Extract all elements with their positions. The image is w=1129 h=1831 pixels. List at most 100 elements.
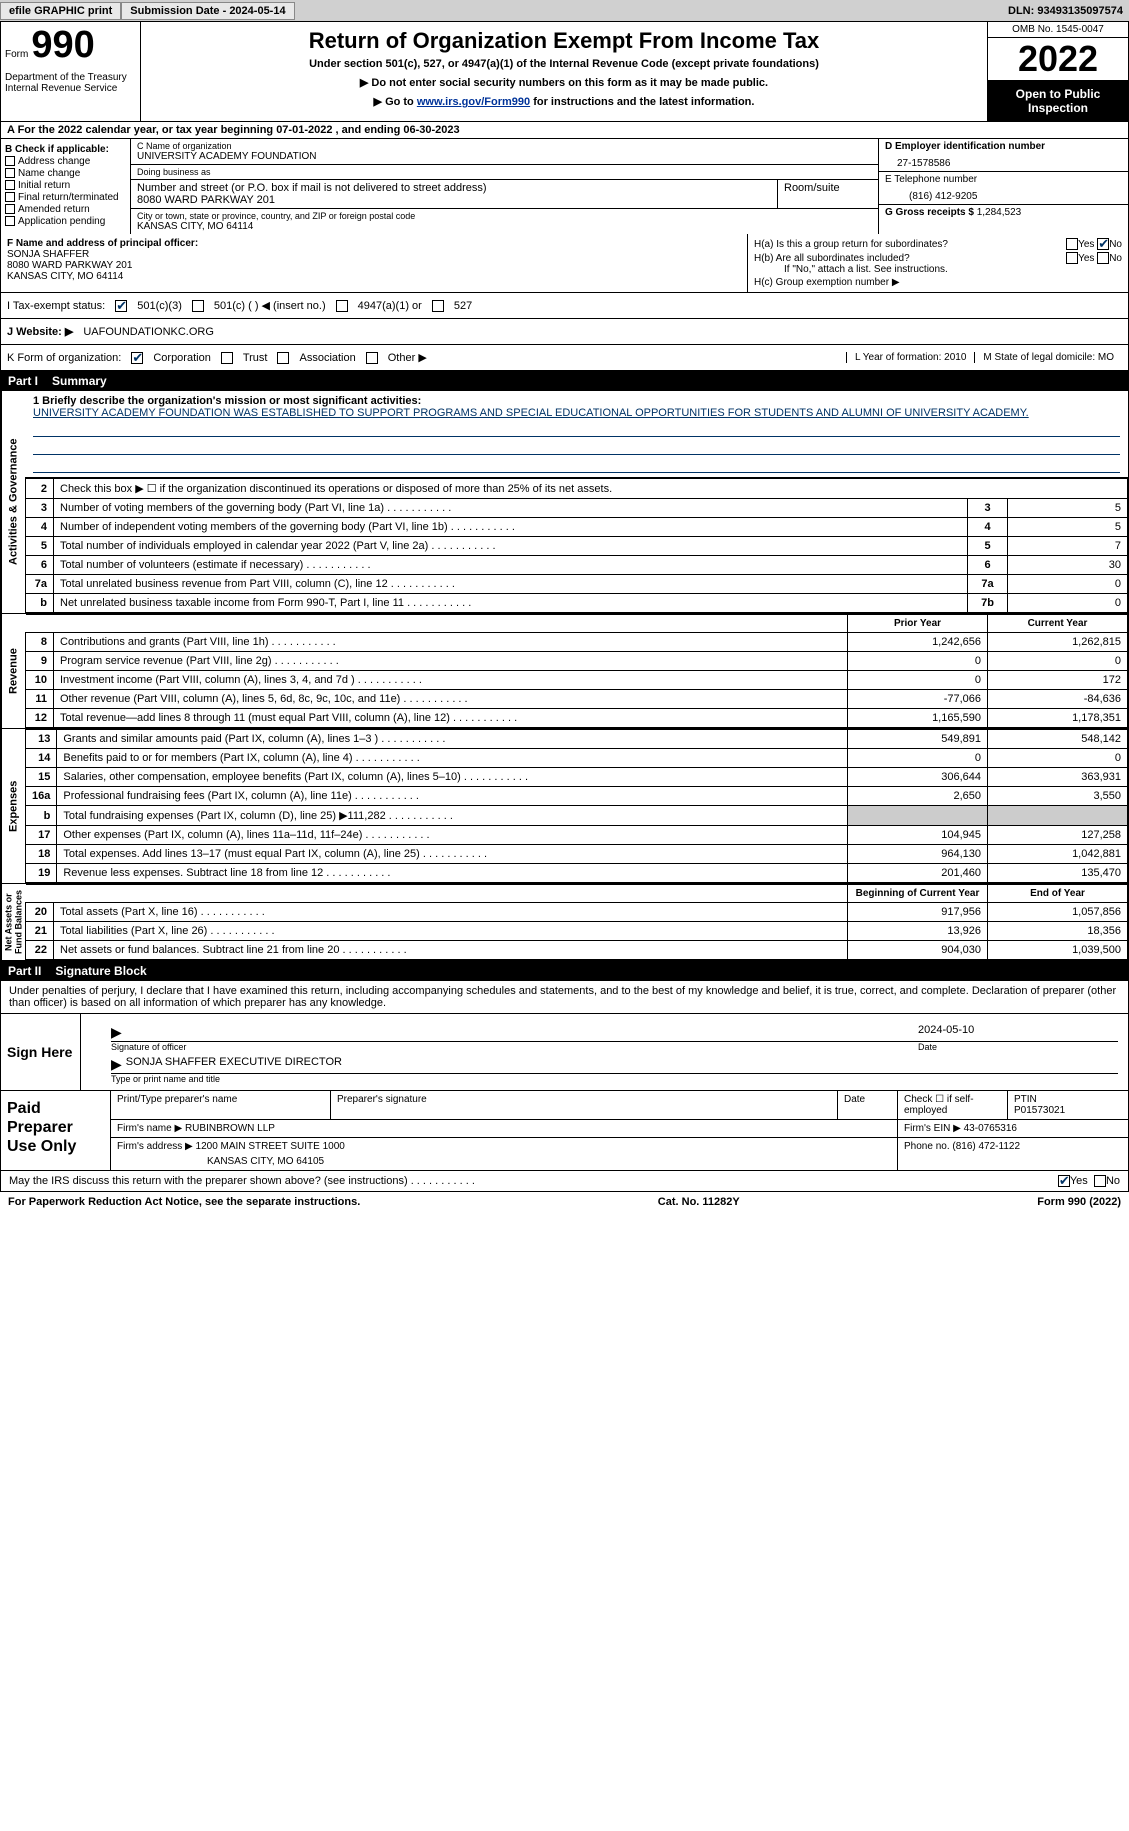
i-501c-checkbox[interactable]	[192, 300, 204, 312]
k-trust-checkbox[interactable]	[221, 352, 233, 364]
f-addr2: KANSAS CITY, MO 64114	[7, 271, 741, 282]
note-link: ▶ Go to www.irs.gov/Form990 for instruct…	[147, 95, 981, 108]
footer-right: Form 990 (2022)	[1037, 1196, 1121, 1208]
side-label-expenses: Expenses	[1, 729, 25, 883]
ha-yes-checkbox[interactable]	[1066, 238, 1078, 250]
side-label-activities: Activities & Governance	[1, 391, 25, 613]
discuss-yes-label: Yes	[1070, 1175, 1088, 1187]
k-assoc-label: Association	[299, 352, 355, 364]
i-501c3-label: 501(c)(3)	[137, 300, 182, 312]
officer-name-line: ▶ SONJA SHAFFER EXECUTIVE DIRECTOR	[111, 1056, 1118, 1074]
ha-label: H(a) Is this a group return for subordin…	[754, 239, 1066, 250]
table-row: 4Number of independent voting members of…	[26, 518, 1128, 537]
prep-row-2: Firm's name ▶ RUBINBROWN LLP Firm's EIN …	[111, 1120, 1128, 1138]
hdr-prior-year: Prior Year	[848, 615, 988, 633]
officer-name-caption: Type or print name and title	[111, 1074, 1118, 1084]
hb-no-checkbox[interactable]	[1097, 252, 1109, 264]
table-row: 12Total revenue—add lines 8 through 11 (…	[26, 709, 1128, 728]
arrow-icon: ▶	[111, 1056, 122, 1073]
b-opt-amended[interactable]: Amended return	[5, 204, 126, 215]
g-receipts-label: G Gross receipts $	[885, 207, 974, 218]
m-state-domicile: M State of legal domicile: MO	[974, 352, 1122, 363]
b-opt-pending[interactable]: Application pending	[5, 216, 126, 227]
c-room-label: Room/suite	[784, 182, 872, 194]
i-501c3-checkbox[interactable]	[115, 300, 127, 312]
net-assets-section: Net Assets orFund Balances Beginning of …	[0, 884, 1129, 961]
table-row: 16aProfessional fundraising fees (Part I…	[26, 787, 1128, 806]
prep-name-label: Print/Type preparer's name	[111, 1091, 331, 1119]
sign-here-label: Sign Here	[1, 1014, 81, 1090]
f-officer: F Name and address of principal officer:…	[1, 234, 748, 292]
c-name-cell: C Name of organization UNIVERSITY ACADEM…	[131, 139, 878, 165]
firm-addr-cell: Firm's address ▶ 1200 MAIN STREET SUITE …	[111, 1138, 898, 1170]
row-a-calendar-year: A For the 2022 calendar year, or tax yea…	[0, 122, 1129, 139]
discuss-yes-checkbox[interactable]	[1058, 1175, 1070, 1187]
form-word: Form	[5, 49, 28, 60]
c-dba-cell: Doing business as	[131, 165, 878, 180]
f-addr1: 8080 WARD PARKWAY 201	[7, 260, 741, 271]
expenses-table: 13Grants and similar amounts paid (Part …	[25, 729, 1128, 883]
hb-yes-checkbox[interactable]	[1066, 252, 1078, 264]
firm-phone-cell: Phone no. (816) 472-1122	[898, 1138, 1128, 1170]
k-other-checkbox[interactable]	[366, 352, 378, 364]
c-room-cell: Room/suite	[778, 180, 878, 208]
part-ii-title: Signature Block	[55, 964, 146, 978]
hdr-end-year: End of Year	[988, 885, 1128, 903]
part-ii-header: Part II Signature Block	[0, 961, 1129, 981]
prep-row-1: Print/Type preparer's name Preparer's si…	[111, 1091, 1128, 1120]
omb-number: OMB No. 1545-0047	[988, 22, 1128, 38]
note-pre: ▶ Go to	[374, 96, 417, 108]
firm-addr-value: 1200 MAIN STREET SUITE 1000	[196, 1141, 345, 1152]
form-number: 990	[31, 24, 94, 66]
hc-label: H(c) Group exemption number ▶	[754, 277, 1122, 288]
activities-governance-section: Activities & Governance 1 Briefly descri…	[0, 391, 1129, 614]
header-left: Form 990 Department of the Treasury Inte…	[1, 22, 141, 121]
firm-ein-cell: Firm's EIN ▶ 43-0765316	[898, 1120, 1128, 1137]
table-row: 6Total number of volunteers (estimate if…	[26, 556, 1128, 575]
section-fh: F Name and address of principal officer:…	[0, 234, 1129, 293]
part-i-label: Part I	[8, 374, 38, 388]
table-row: 13Grants and similar amounts paid (Part …	[26, 730, 1128, 749]
firm-ein-label: Firm's EIN ▶	[904, 1123, 961, 1134]
blank-line-1	[33, 423, 1120, 437]
b-opt-initial[interactable]: Initial return	[5, 180, 126, 191]
table-row: 7aTotal unrelated business revenue from …	[26, 575, 1128, 594]
firm-ein-value: 43-0765316	[964, 1123, 1017, 1134]
g-receipts-value: 1,284,523	[977, 207, 1022, 218]
form-subtitle: Under section 501(c), 527, or 4947(a)(1)…	[147, 58, 981, 70]
i-label: I Tax-exempt status:	[7, 300, 105, 312]
mission-description: UNIVERSITY ACADEMY FOUNDATION WAS ESTABL…	[33, 407, 1120, 419]
ptin-label: PTIN	[1014, 1094, 1122, 1105]
i-527-checkbox[interactable]	[432, 300, 444, 312]
k-corp-checkbox[interactable]	[131, 352, 143, 364]
table-row: 8Contributions and grants (Part VIII, li…	[26, 633, 1128, 652]
table-row: 9Program service revenue (Part VIII, lin…	[26, 652, 1128, 671]
discuss-no-checkbox[interactable]	[1094, 1175, 1106, 1187]
table-row: 10Investment income (Part VIII, column (…	[26, 671, 1128, 690]
submission-date: Submission Date - 2024-05-14	[121, 2, 294, 20]
table-row: bTotal fundraising expenses (Part IX, co…	[26, 806, 1128, 826]
i-4947-checkbox[interactable]	[336, 300, 348, 312]
efile-print-button[interactable]: efile GRAPHIC print	[0, 2, 121, 20]
row-j-website: J Website: ▶ UAFOUNDATIONKC.ORG	[0, 319, 1129, 345]
b-opt-final[interactable]: Final return/terminated	[5, 192, 126, 203]
table-row: 15Salaries, other compensation, employee…	[26, 768, 1128, 787]
table-row: 5Total number of individuals employed in…	[26, 537, 1128, 556]
j-url: UAFOUNDATIONKC.ORG	[83, 326, 214, 338]
ha-no-checkbox[interactable]	[1097, 238, 1109, 250]
b-opt-address[interactable]: Address change	[5, 156, 126, 167]
c-addr-value: 8080 WARD PARKWAY 201	[137, 194, 771, 206]
prep-ptin-cell: PTIN P01573021	[1008, 1091, 1128, 1119]
irs-link[interactable]: www.irs.gov/Form990	[417, 96, 530, 108]
b-opt-name[interactable]: Name change	[5, 168, 126, 179]
table-row: 14Benefits paid to or for members (Part …	[26, 749, 1128, 768]
k-assoc-checkbox[interactable]	[277, 352, 289, 364]
e-phone-value: (816) 412-9205	[885, 185, 1122, 202]
l-year-formation: L Year of formation: 2010	[846, 352, 974, 363]
part-i-title: Summary	[52, 374, 107, 388]
signature-block: Under penalties of perjury, I declare th…	[0, 981, 1129, 1171]
open-to-public: Open to Public Inspection	[988, 81, 1128, 121]
prep-sig-label: Preparer's signature	[331, 1091, 838, 1119]
d-ein-label: D Employer identification number	[885, 141, 1122, 152]
blank-line-3	[33, 459, 1120, 473]
